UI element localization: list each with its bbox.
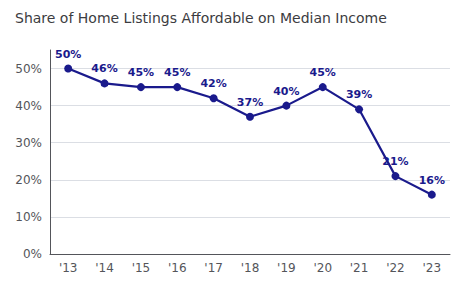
svg-text:'17: '17	[204, 261, 223, 275]
svg-text:40%: 40%	[15, 99, 42, 113]
svg-text:'16: '16	[168, 261, 187, 275]
svg-text:Share of Home Listings Afforda: Share of Home Listings Affordable on Med…	[15, 10, 387, 26]
svg-text:'19: '19	[277, 261, 296, 275]
svg-text:'21: '21	[350, 261, 369, 275]
svg-text:50%: 50%	[55, 48, 81, 61]
svg-text:'13: '13	[59, 261, 78, 275]
svg-text:'18: '18	[241, 261, 260, 275]
svg-text:'22: '22	[386, 261, 405, 275]
svg-text:37%: 37%	[237, 96, 263, 109]
svg-text:40%: 40%	[273, 85, 299, 98]
svg-text:'20: '20	[313, 261, 332, 275]
svg-text:'23: '23	[423, 261, 442, 275]
svg-text:16%: 16%	[419, 174, 445, 187]
svg-text:30%: 30%	[15, 136, 42, 150]
svg-text:0%: 0%	[23, 247, 42, 261]
svg-text:'14: '14	[95, 261, 114, 275]
svg-text:42%: 42%	[200, 77, 226, 90]
svg-text:20%: 20%	[15, 173, 42, 187]
svg-text:'15: '15	[132, 261, 151, 275]
svg-text:50%: 50%	[15, 62, 42, 76]
svg-text:45%: 45%	[164, 66, 190, 79]
svg-text:45%: 45%	[310, 66, 336, 79]
svg-text:46%: 46%	[91, 62, 117, 75]
svg-text:21%: 21%	[382, 155, 408, 168]
svg-text:39%: 39%	[346, 88, 372, 101]
svg-text:10%: 10%	[15, 210, 42, 224]
svg-text:45%: 45%	[128, 66, 154, 79]
